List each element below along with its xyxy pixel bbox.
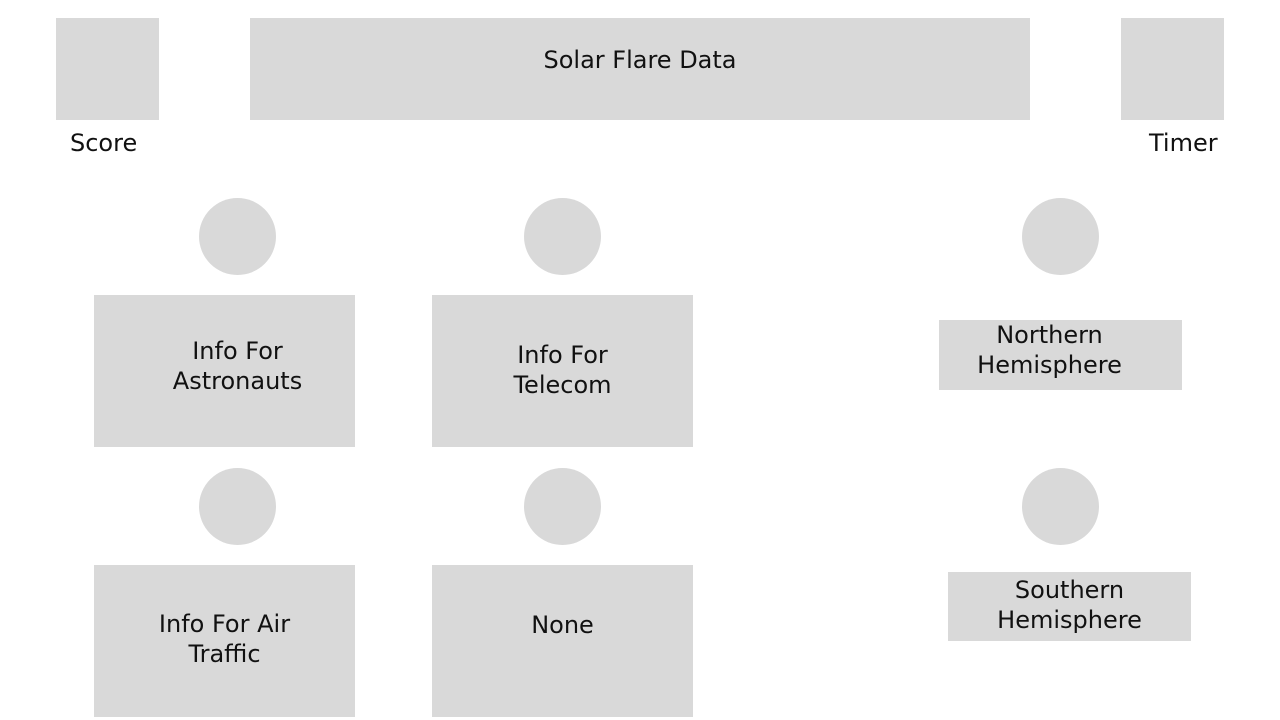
none-option-label: None xyxy=(531,611,594,639)
timer-label: Timer xyxy=(1149,129,1218,157)
astronauts-option-label: Info For Astronauts xyxy=(172,337,303,395)
telecom-option-label: Info For Telecom xyxy=(513,341,612,399)
timer-box xyxy=(1121,18,1224,120)
northern-hemisphere-option[interactable]: Northern Hemisphere xyxy=(939,320,1182,390)
score-box xyxy=(56,18,159,120)
astronauts-option[interactable]: Info For Astronauts xyxy=(94,295,355,447)
air-traffic-option-label: Info For Air Traffic xyxy=(158,610,291,668)
astronauts-radio[interactable] xyxy=(199,198,276,275)
none-radio[interactable] xyxy=(524,468,601,545)
score-label: Score xyxy=(70,129,138,157)
air-traffic-option[interactable]: Info For Air Traffic xyxy=(94,565,355,717)
southern-hemisphere-label: Southern Hemisphere xyxy=(997,576,1142,634)
telecom-radio[interactable] xyxy=(524,198,601,275)
southern-hemisphere-radio[interactable] xyxy=(1022,468,1099,545)
northern-hemisphere-radio[interactable] xyxy=(1022,198,1099,275)
page-title: Solar Flare Data xyxy=(543,46,737,74)
southern-hemisphere-option[interactable]: Southern Hemisphere xyxy=(948,572,1191,641)
none-option[interactable]: None xyxy=(432,565,693,717)
title-banner: Solar Flare Data xyxy=(250,18,1030,120)
air-traffic-radio[interactable] xyxy=(199,468,276,545)
northern-hemisphere-label: Northern Hemisphere xyxy=(977,321,1122,379)
telecom-option[interactable]: Info For Telecom xyxy=(432,295,693,447)
